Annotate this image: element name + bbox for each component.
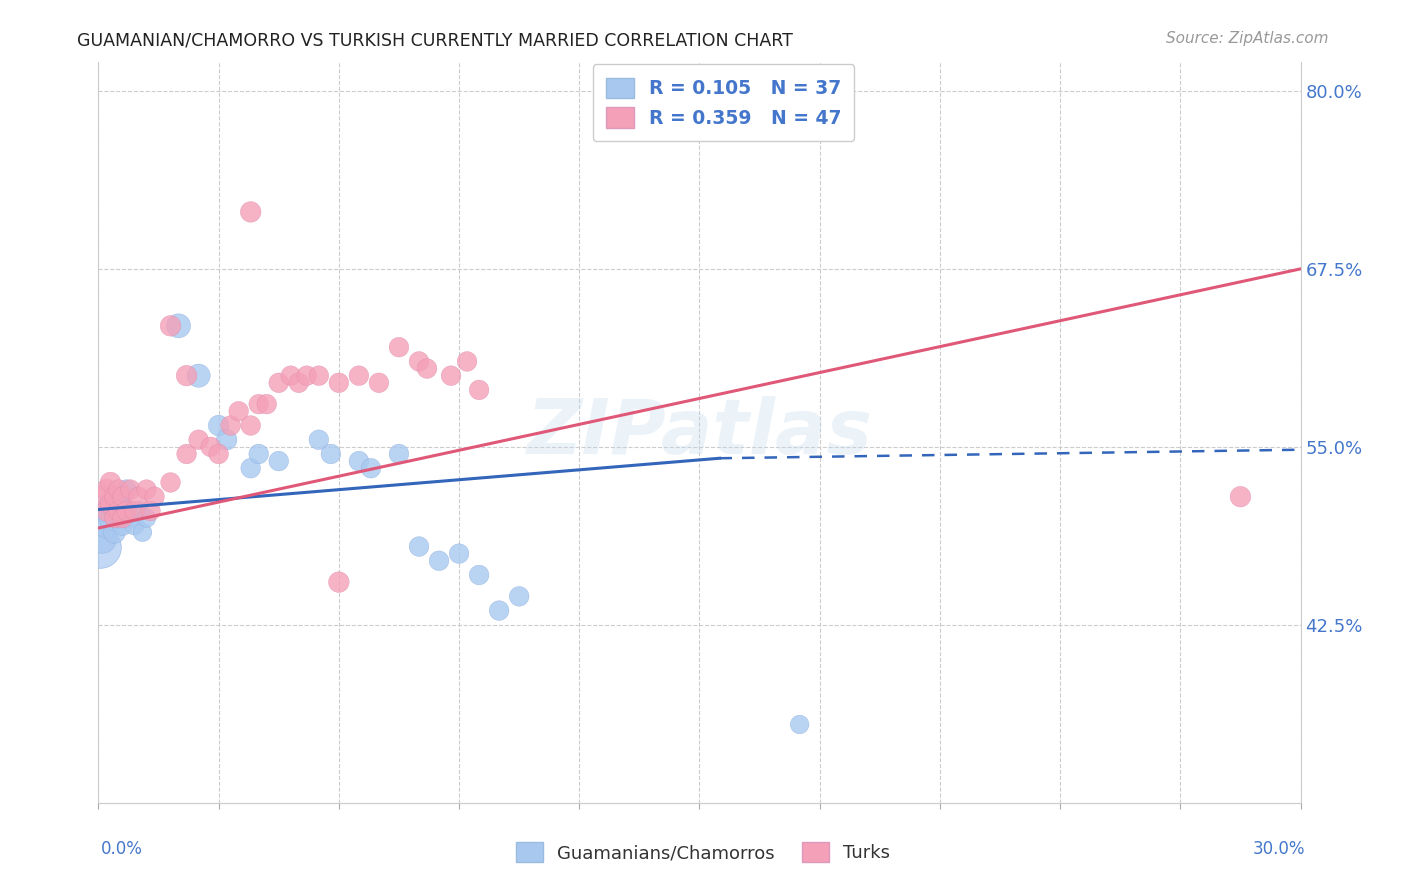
Point <box>239 205 262 219</box>
Point <box>96 518 118 533</box>
Point <box>187 433 209 447</box>
Point <box>128 504 150 518</box>
Point <box>256 397 278 411</box>
Point <box>128 490 150 504</box>
Point <box>239 461 262 475</box>
Point <box>115 504 138 518</box>
Point <box>468 568 491 582</box>
Point <box>124 518 146 533</box>
Point <box>219 418 242 433</box>
Point <box>368 376 391 390</box>
Text: 0.0%: 0.0% <box>101 840 143 858</box>
Legend: R = 0.105   N = 37, R = 0.359   N = 47: R = 0.105 N = 37, R = 0.359 N = 47 <box>592 64 855 141</box>
Point <box>215 433 238 447</box>
Point <box>103 511 125 525</box>
Point <box>468 383 491 397</box>
Point <box>120 483 142 497</box>
Point <box>124 504 146 518</box>
Point <box>111 497 134 511</box>
Point <box>408 354 430 368</box>
Point <box>427 554 450 568</box>
Point <box>456 354 478 368</box>
Point <box>115 504 138 518</box>
Point <box>167 318 190 333</box>
Point <box>103 525 125 540</box>
Point <box>115 483 138 497</box>
Point <box>319 447 342 461</box>
Point <box>208 447 231 461</box>
Point <box>131 525 153 540</box>
Point <box>440 368 463 383</box>
Point <box>388 340 411 354</box>
Point <box>111 511 134 525</box>
Point <box>107 483 129 497</box>
Point <box>120 511 142 525</box>
Text: Source: ZipAtlas.com: Source: ZipAtlas.com <box>1166 31 1329 46</box>
Point <box>111 490 134 504</box>
Point <box>488 604 510 618</box>
Point <box>239 418 262 433</box>
Point <box>388 447 411 461</box>
Point <box>107 511 129 525</box>
Point <box>328 575 350 590</box>
Point <box>187 368 209 383</box>
Point <box>789 717 811 731</box>
Point <box>111 518 134 533</box>
Point <box>208 418 231 433</box>
Text: 30.0%: 30.0% <box>1253 840 1305 858</box>
Point <box>295 368 318 383</box>
Point <box>408 540 430 554</box>
Point <box>91 490 114 504</box>
Point <box>508 590 530 604</box>
Point <box>100 497 122 511</box>
Point <box>247 397 270 411</box>
Point <box>347 368 370 383</box>
Point <box>159 475 181 490</box>
Point <box>135 511 157 525</box>
Point <box>135 483 157 497</box>
Point <box>308 368 330 383</box>
Point <box>107 504 129 518</box>
Point <box>328 376 350 390</box>
Text: GUAMANIAN/CHAMORRO VS TURKISH CURRENTLY MARRIED CORRELATION CHART: GUAMANIAN/CHAMORRO VS TURKISH CURRENTLY … <box>77 31 793 49</box>
Point <box>347 454 370 468</box>
Point <box>143 490 166 504</box>
Point <box>280 368 302 383</box>
Point <box>1229 490 1251 504</box>
Legend: Guamanians/Chamorros, Turks: Guamanians/Chamorros, Turks <box>509 835 897 870</box>
Point <box>267 454 290 468</box>
Point <box>100 511 122 525</box>
Point <box>447 547 470 561</box>
Point <box>107 490 129 504</box>
Point <box>200 440 222 454</box>
Point <box>103 504 125 518</box>
Point <box>100 497 122 511</box>
Point <box>139 504 162 518</box>
Text: ZIPatlas: ZIPatlas <box>526 396 873 469</box>
Point <box>228 404 250 418</box>
Point <box>91 533 114 547</box>
Point <box>89 540 111 554</box>
Point <box>247 447 270 461</box>
Point <box>288 376 311 390</box>
Point <box>96 504 118 518</box>
Point <box>308 433 330 447</box>
Point <box>416 361 439 376</box>
Point <box>176 368 198 383</box>
Point <box>96 483 118 497</box>
Point <box>176 447 198 461</box>
Point <box>159 318 181 333</box>
Point <box>100 475 122 490</box>
Point <box>103 490 125 504</box>
Point <box>267 376 290 390</box>
Point <box>96 504 118 518</box>
Point <box>360 461 382 475</box>
